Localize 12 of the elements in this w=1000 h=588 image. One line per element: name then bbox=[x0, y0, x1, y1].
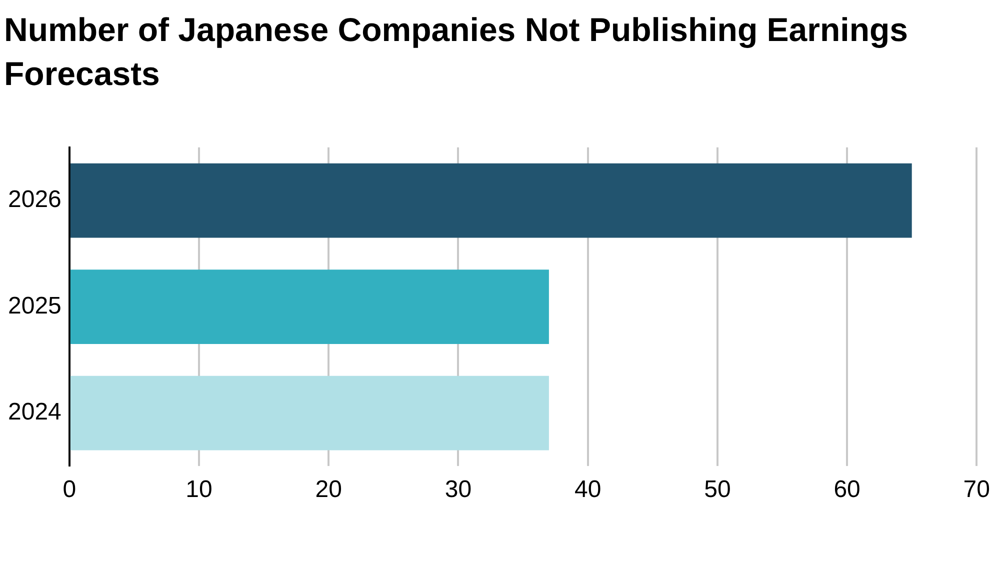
x-tick-label: 40 bbox=[574, 476, 602, 504]
x-tick-label: 60 bbox=[834, 476, 860, 504]
x-tick-label: 20 bbox=[315, 476, 342, 504]
y-tick-label: 2026 bbox=[8, 186, 62, 214]
x-tick-label: 10 bbox=[186, 476, 212, 504]
y-tick-label: 2024 bbox=[8, 398, 62, 426]
x-tick-label: 50 bbox=[704, 476, 731, 504]
chart-title: Number of Japanese Companies Not Publishing Earnings Forecasts bbox=[4, 10, 909, 94]
x-tick-label: 30 bbox=[444, 476, 472, 504]
x-tick-label: 0 bbox=[62, 476, 76, 504]
y-tick-label: 2025 bbox=[8, 292, 62, 320]
x-tick-label: 70 bbox=[963, 476, 990, 504]
